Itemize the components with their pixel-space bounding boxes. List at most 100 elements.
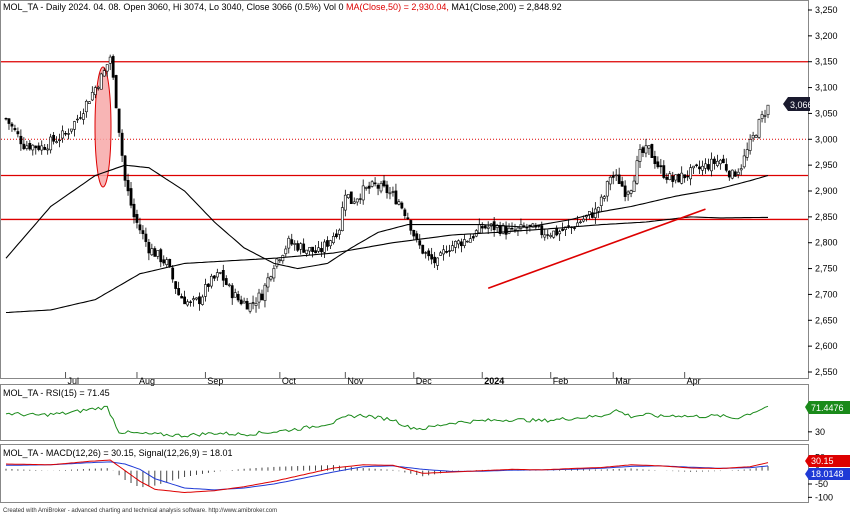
candle-body bbox=[58, 139, 61, 142]
candle-body bbox=[739, 168, 743, 171]
candle-body bbox=[483, 225, 487, 229]
candle-body bbox=[766, 104, 770, 115]
candle-body bbox=[546, 234, 550, 236]
candle-body bbox=[236, 294, 240, 301]
candle-body bbox=[555, 228, 559, 236]
candle-body bbox=[120, 132, 124, 156]
candle-body bbox=[180, 296, 184, 299]
candle-body bbox=[406, 217, 410, 219]
candle-body bbox=[334, 233, 338, 238]
candle-body bbox=[278, 259, 282, 262]
candle-body bbox=[326, 240, 329, 247]
candle-body bbox=[266, 277, 270, 288]
candle-body bbox=[198, 296, 201, 305]
candle-body bbox=[165, 259, 169, 265]
candle-body bbox=[251, 302, 255, 304]
candle-body bbox=[105, 64, 109, 72]
candle-body bbox=[650, 144, 654, 158]
candle-body bbox=[596, 207, 600, 212]
macd-header: MOL_TA - MACD(12,26) = 30.15, Signal(12,… bbox=[3, 448, 232, 458]
macd-panel-frame bbox=[0, 444, 809, 503]
candle-body bbox=[516, 227, 520, 231]
candle-body bbox=[427, 250, 431, 257]
candle-body bbox=[477, 224, 481, 234]
candle-body bbox=[695, 164, 698, 166]
candle-body bbox=[189, 301, 192, 303]
candle-body bbox=[263, 284, 267, 301]
candle-body bbox=[454, 241, 457, 248]
price-tick-label: 3,150 bbox=[815, 57, 838, 67]
candle-body bbox=[436, 257, 440, 266]
ma200-line bbox=[5, 216, 768, 314]
macd-tick-label: -50 bbox=[815, 479, 828, 489]
candle-body bbox=[698, 166, 701, 170]
candle-body bbox=[403, 209, 407, 216]
candle-body bbox=[361, 185, 365, 201]
price-tick-label: 2,800 bbox=[815, 238, 838, 248]
candle-body bbox=[757, 119, 761, 138]
price-panel-frame bbox=[0, 0, 809, 379]
candle-body bbox=[183, 296, 186, 305]
candle-body bbox=[84, 100, 88, 113]
candle-body bbox=[510, 227, 514, 230]
price-tick-label: 3,050 bbox=[815, 108, 838, 118]
footer-credit: Created with AmiBroker - advanced charti… bbox=[3, 508, 277, 514]
candle-body bbox=[742, 155, 746, 168]
candle-body bbox=[683, 174, 687, 179]
month-label: Apr bbox=[687, 376, 701, 386]
candle-body bbox=[451, 245, 454, 252]
candle-body bbox=[34, 145, 38, 149]
candle-body bbox=[471, 236, 475, 239]
candle-body bbox=[260, 293, 264, 301]
ma50-line bbox=[5, 164, 769, 270]
candle-body bbox=[394, 190, 398, 205]
candle-body bbox=[462, 239, 466, 246]
candle-body bbox=[760, 114, 764, 119]
candle-body bbox=[117, 108, 121, 133]
candle-body bbox=[677, 173, 681, 183]
candle-body bbox=[4, 117, 8, 120]
candle-body bbox=[207, 283, 210, 287]
candle-body bbox=[543, 234, 547, 238]
candle-body bbox=[308, 247, 312, 252]
signal-value-tag: 18.0148 bbox=[805, 468, 850, 480]
candle-body bbox=[590, 212, 594, 218]
candle-body bbox=[73, 121, 76, 130]
candle-body bbox=[442, 249, 445, 255]
rsi-header-text: MOL_TA - RSI(15) = 71.45 bbox=[3, 388, 110, 398]
candle-body bbox=[718, 159, 722, 165]
candle-body bbox=[549, 235, 553, 237]
candle-body bbox=[67, 133, 70, 135]
candle-body bbox=[230, 285, 234, 299]
candle-body bbox=[52, 134, 56, 142]
candle-body bbox=[13, 128, 17, 131]
candle-body bbox=[382, 180, 386, 187]
candle-body bbox=[296, 243, 300, 251]
candle-body bbox=[209, 275, 213, 287]
candle-body bbox=[218, 272, 222, 274]
macd-line bbox=[5, 459, 769, 494]
candle-body bbox=[40, 145, 44, 151]
rsi-value-label: 71.4476 bbox=[811, 403, 844, 413]
candle-body bbox=[504, 225, 508, 235]
candle-body bbox=[358, 198, 362, 200]
support-resistance-lines bbox=[1, 61, 808, 221]
candle-body bbox=[245, 300, 249, 310]
candle-body bbox=[599, 196, 603, 206]
candle-body bbox=[70, 128, 73, 132]
candle-body bbox=[254, 303, 258, 306]
candle-body bbox=[608, 176, 612, 185]
candle-body bbox=[257, 292, 261, 303]
macd-value-tag: 30.15 bbox=[805, 455, 850, 467]
candle-body bbox=[284, 248, 288, 255]
candle-body bbox=[93, 87, 97, 95]
candle-body bbox=[644, 145, 648, 154]
candle-body bbox=[579, 221, 582, 224]
candle-body bbox=[748, 139, 752, 151]
candle-body bbox=[611, 175, 615, 178]
price-tick-label: 2,950 bbox=[815, 160, 838, 170]
candle-body bbox=[367, 185, 371, 189]
rsi-panel-frame bbox=[0, 384, 809, 441]
candle-body bbox=[138, 224, 142, 231]
candle-body bbox=[177, 288, 181, 296]
